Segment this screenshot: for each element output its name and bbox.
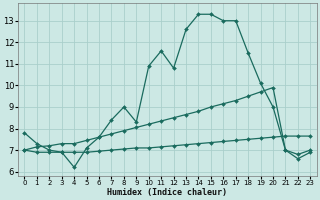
X-axis label: Humidex (Indice chaleur): Humidex (Indice chaleur) [108,188,228,197]
